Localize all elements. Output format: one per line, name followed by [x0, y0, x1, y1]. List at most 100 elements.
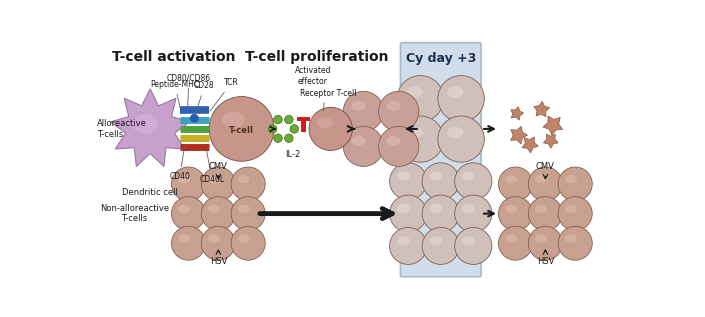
Circle shape	[455, 195, 492, 232]
Text: CD40L: CD40L	[200, 150, 225, 184]
Ellipse shape	[429, 204, 443, 213]
Ellipse shape	[462, 171, 475, 181]
Polygon shape	[543, 116, 563, 135]
Text: HSV: HSV	[537, 257, 554, 266]
Ellipse shape	[397, 204, 410, 213]
Ellipse shape	[447, 127, 463, 139]
Ellipse shape	[208, 204, 220, 213]
Ellipse shape	[397, 171, 410, 181]
Ellipse shape	[462, 236, 475, 245]
Circle shape	[438, 75, 484, 122]
Circle shape	[498, 197, 532, 230]
Text: CD28: CD28	[194, 81, 215, 115]
Text: CMV: CMV	[536, 162, 555, 171]
Circle shape	[343, 91, 384, 132]
Ellipse shape	[535, 204, 547, 213]
Circle shape	[558, 167, 592, 201]
Ellipse shape	[505, 175, 517, 184]
Circle shape	[171, 167, 206, 201]
Circle shape	[455, 163, 492, 200]
Circle shape	[285, 115, 293, 124]
Circle shape	[528, 197, 563, 230]
Ellipse shape	[208, 234, 220, 243]
Ellipse shape	[462, 204, 475, 213]
Bar	[301, 117, 306, 132]
Ellipse shape	[178, 175, 190, 184]
Ellipse shape	[351, 101, 365, 111]
Text: CMV: CMV	[209, 162, 228, 171]
Polygon shape	[534, 101, 550, 117]
Text: Cy day +3: Cy day +3	[405, 52, 476, 65]
Text: T-cell proliferation: T-cell proliferation	[245, 49, 388, 64]
Text: IL-2: IL-2	[285, 151, 300, 159]
Ellipse shape	[386, 101, 400, 111]
Circle shape	[390, 163, 427, 200]
Polygon shape	[522, 137, 539, 153]
Text: CD80/CD86: CD80/CD86	[167, 74, 211, 112]
Polygon shape	[510, 107, 524, 120]
Circle shape	[498, 226, 532, 260]
Circle shape	[231, 197, 265, 230]
Circle shape	[558, 226, 592, 260]
Circle shape	[231, 226, 265, 260]
Circle shape	[285, 134, 293, 142]
Text: Alloreactive
T-cells: Alloreactive T-cells	[97, 119, 147, 139]
Ellipse shape	[565, 204, 577, 213]
Circle shape	[171, 226, 206, 260]
Polygon shape	[544, 134, 558, 148]
Circle shape	[274, 134, 282, 142]
Circle shape	[397, 116, 443, 162]
Ellipse shape	[565, 175, 577, 184]
Circle shape	[528, 167, 563, 201]
Ellipse shape	[505, 204, 517, 213]
Circle shape	[190, 114, 198, 122]
Circle shape	[201, 226, 235, 260]
Ellipse shape	[238, 234, 250, 243]
Bar	[298, 117, 309, 121]
Circle shape	[528, 226, 563, 260]
Circle shape	[558, 197, 592, 230]
Ellipse shape	[222, 112, 245, 128]
Ellipse shape	[429, 236, 443, 245]
Ellipse shape	[178, 234, 190, 243]
FancyBboxPatch shape	[400, 43, 481, 277]
Text: Non-alloreactive
T-cells: Non-alloreactive T-cells	[100, 204, 169, 223]
Circle shape	[422, 228, 460, 264]
Circle shape	[343, 126, 384, 166]
Text: Peptide-MHC: Peptide-MHC	[150, 80, 200, 109]
Ellipse shape	[565, 234, 577, 243]
Ellipse shape	[238, 204, 250, 213]
Circle shape	[201, 197, 235, 230]
Circle shape	[390, 228, 427, 264]
Circle shape	[290, 125, 298, 133]
Circle shape	[422, 163, 460, 200]
Circle shape	[231, 167, 265, 201]
Ellipse shape	[208, 175, 220, 184]
Circle shape	[269, 125, 277, 133]
Ellipse shape	[407, 87, 423, 98]
Ellipse shape	[505, 234, 517, 243]
Ellipse shape	[535, 234, 547, 243]
Ellipse shape	[447, 87, 463, 98]
Circle shape	[379, 126, 419, 166]
Ellipse shape	[386, 136, 400, 146]
Circle shape	[379, 91, 419, 132]
Circle shape	[274, 115, 282, 124]
Ellipse shape	[407, 127, 423, 139]
Circle shape	[201, 167, 235, 201]
Circle shape	[438, 116, 484, 162]
Text: HSV: HSV	[209, 257, 227, 266]
Ellipse shape	[429, 171, 443, 181]
Ellipse shape	[351, 136, 365, 146]
Circle shape	[309, 107, 352, 151]
Polygon shape	[111, 89, 190, 166]
Ellipse shape	[178, 204, 190, 213]
Text: T-cell: T-cell	[229, 126, 254, 135]
Ellipse shape	[238, 175, 250, 184]
Circle shape	[422, 195, 460, 232]
Ellipse shape	[535, 175, 547, 184]
Text: Receptor T-cell: Receptor T-cell	[300, 89, 357, 98]
Text: T-cell activation: T-cell activation	[111, 49, 235, 64]
Circle shape	[209, 97, 274, 161]
Text: Activated
effector: Activated effector	[295, 66, 331, 86]
